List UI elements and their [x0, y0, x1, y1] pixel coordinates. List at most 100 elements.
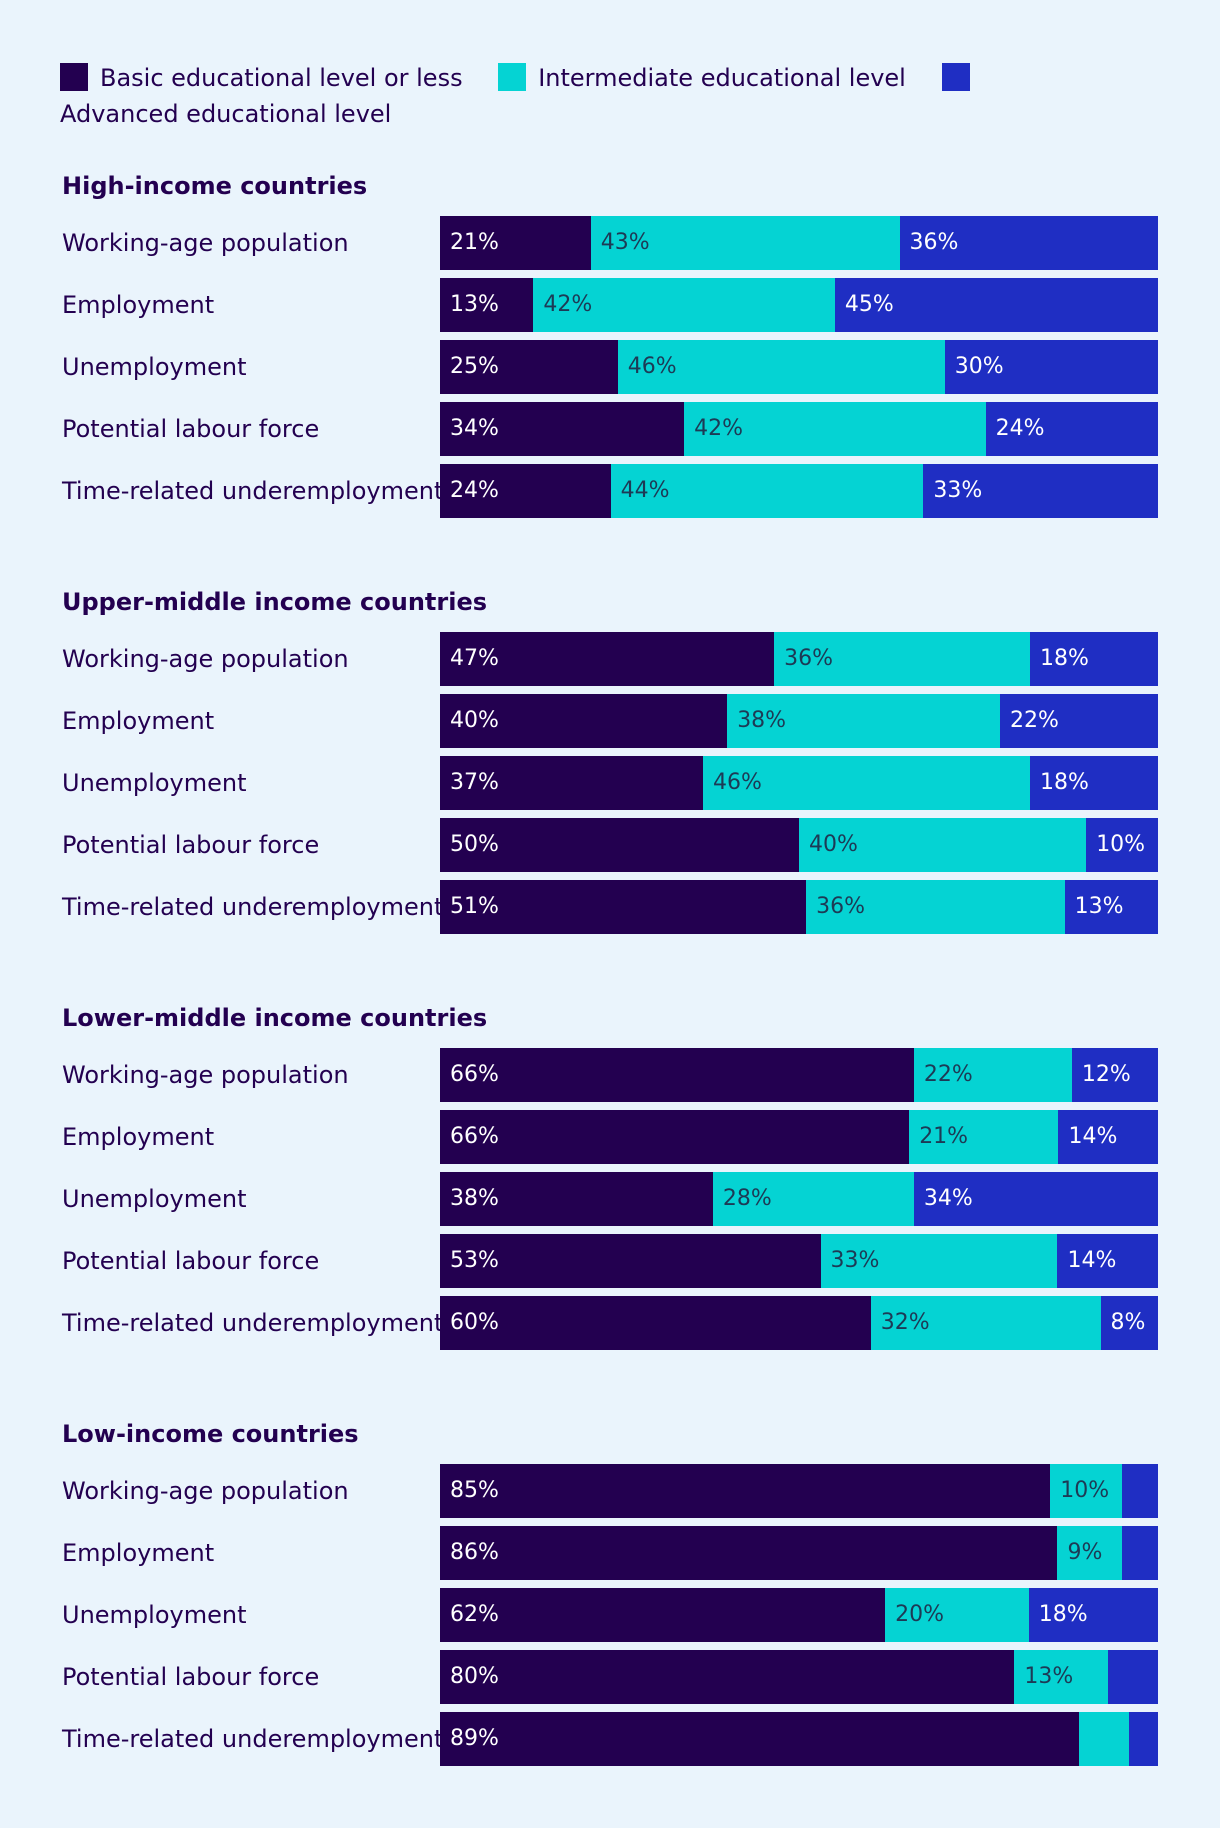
- row-label: Time-related underemployment: [62, 893, 444, 921]
- bar-segment-basic: 38%: [440, 1172, 713, 1226]
- data-label: 14%: [1067, 1248, 1117, 1273]
- bar-row: Employment 86% 9%: [0, 1526, 1220, 1580]
- data-label: 38%: [737, 708, 787, 733]
- row-label: Unemployment: [62, 353, 247, 381]
- bar-segment-advanced: [1122, 1526, 1158, 1580]
- bar-row: Time-related underemployment 51% 36% 13%: [0, 880, 1220, 934]
- row-label: Potential labour force: [62, 1247, 320, 1275]
- data-label: 33%: [830, 1248, 880, 1273]
- stacked-bar: 38% 28% 34%: [440, 1172, 1158, 1226]
- bar-segment-advanced: 30%: [944, 340, 1158, 394]
- row-label: Time-related underemployment: [62, 1725, 444, 1753]
- data-label: 40%: [809, 832, 858, 857]
- bar-segment-basic: 86%: [440, 1526, 1058, 1580]
- data-label: 86%: [450, 1540, 499, 1565]
- data-label: 42%: [543, 292, 593, 317]
- row-label: Unemployment: [62, 769, 247, 797]
- bar-row: Working-age population 21% 43% 36%: [0, 216, 1220, 270]
- stacked-bar: 34% 42% 24%: [440, 402, 1158, 456]
- data-label: 22%: [923, 1062, 973, 1087]
- data-label: 46%: [627, 354, 677, 379]
- bar-segment-intermediate: 10%: [1050, 1464, 1123, 1518]
- data-label: 18%: [1040, 770, 1089, 795]
- bar-segment-intermediate: 33%: [820, 1234, 1058, 1288]
- legend-item-basic: Basic educational level or less: [60, 63, 463, 92]
- group-title: Lower-middle income countries: [62, 1004, 488, 1032]
- data-label: 21%: [919, 1124, 969, 1149]
- bar-segment-basic: 40%: [440, 694, 728, 748]
- group-title: High-income countries: [62, 172, 368, 200]
- data-label: 44%: [620, 478, 670, 503]
- bar-segment-advanced: 45%: [834, 278, 1158, 332]
- data-label: 34%: [450, 416, 499, 441]
- bar-row: Potential labour force 34% 42% 24%: [0, 402, 1220, 456]
- row-label: Unemployment: [62, 1601, 247, 1629]
- bar-segment-advanced: 18%: [1028, 1588, 1158, 1642]
- bar-segment-intermediate: 28%: [712, 1172, 914, 1226]
- bar-segment-basic: 47%: [440, 632, 775, 686]
- legend-label-intermediate: Intermediate educational level: [538, 64, 906, 92]
- bar-segment-basic: 60%: [440, 1296, 871, 1350]
- legend: Basic educational level or less Intermed…: [60, 60, 1060, 132]
- stacked-bar: 51% 36% 13%: [440, 880, 1158, 934]
- bar-segment-intermediate: 36%: [806, 880, 1065, 934]
- bar-segment-basic: 53%: [440, 1234, 821, 1288]
- stacked-bar: 80% 13%: [440, 1650, 1158, 1704]
- legend-swatch-advanced: [941, 63, 970, 91]
- row-label: Potential labour force: [62, 831, 320, 859]
- legend-item-advanced: Advanced educational level: [60, 63, 982, 128]
- row-label: Working-age population: [62, 1061, 349, 1089]
- data-label: 20%: [895, 1602, 945, 1627]
- stacked-bar: 66% 21% 14%: [440, 1110, 1158, 1164]
- bar-segment-intermediate: 46%: [617, 340, 945, 394]
- bar-segment-basic: 13%: [440, 278, 534, 332]
- legend-label-advanced: Advanced educational level: [60, 100, 392, 128]
- bar-segment-intermediate: 9%: [1057, 1526, 1123, 1580]
- bar-segment-basic: 24%: [440, 464, 611, 518]
- bar-row: Potential labour force 53% 33% 14%: [0, 1234, 1220, 1288]
- data-label: 42%: [694, 416, 744, 441]
- bar-row: Working-age population 66% 22% 12%: [0, 1048, 1220, 1102]
- data-label: 34%: [923, 1186, 973, 1211]
- data-label: 66%: [450, 1124, 499, 1149]
- data-label: 53%: [450, 1248, 499, 1273]
- data-label: 25%: [450, 354, 499, 379]
- data-label: 36%: [909, 230, 959, 255]
- row-label: Unemployment: [62, 1185, 247, 1213]
- data-label: 13%: [1074, 894, 1124, 919]
- bar-segment-intermediate: 42%: [684, 402, 986, 456]
- bar-row: Unemployment 38% 28% 34%: [0, 1172, 1220, 1226]
- data-label: 40%: [450, 708, 499, 733]
- data-label: 33%: [933, 478, 983, 503]
- data-label: 14%: [1068, 1124, 1118, 1149]
- data-label: 10%: [1060, 1478, 1110, 1503]
- stacked-bar: 24% 44% 33%: [440, 464, 1158, 518]
- bar-segment-advanced: 18%: [1030, 632, 1158, 686]
- bar-segment-intermediate: 13%: [1014, 1650, 1108, 1704]
- row-label: Potential labour force: [62, 1663, 320, 1691]
- bar-segment-advanced: 34%: [913, 1172, 1158, 1226]
- bar-row: Working-age population 85% 10%: [0, 1464, 1220, 1518]
- bar-row: Employment 13% 42% 45%: [0, 278, 1220, 332]
- data-label: 32%: [880, 1310, 930, 1335]
- bar-row: Time-related underemployment 60% 32% 8%: [0, 1296, 1220, 1350]
- data-label: 9%: [1067, 1540, 1103, 1565]
- group-title: Low-income countries: [62, 1420, 359, 1448]
- legend-item-intermediate: Intermediate educational level: [498, 63, 906, 92]
- bar-segment-advanced: 36%: [899, 216, 1158, 270]
- stacked-bar: 53% 33% 14%: [440, 1234, 1158, 1288]
- stacked-bar: 85% 10%: [440, 1464, 1158, 1518]
- bar-segment-advanced: 10%: [1086, 818, 1158, 872]
- bar-segment-advanced: 8%: [1100, 1296, 1158, 1350]
- bar-segment-basic: 50%: [440, 818, 799, 872]
- data-label: 13%: [1024, 1664, 1074, 1689]
- data-label: 12%: [1081, 1062, 1131, 1087]
- bar-segment-advanced: [1107, 1650, 1158, 1704]
- bar-segment-intermediate: 40%: [799, 818, 1087, 872]
- bar-segment-advanced: 13%: [1064, 880, 1158, 934]
- bar-row: Time-related underemployment 89%: [0, 1712, 1220, 1766]
- bar-row: Unemployment 62% 20% 18%: [0, 1588, 1220, 1642]
- bar-row: Time-related underemployment 24% 44% 33%: [0, 464, 1220, 518]
- bar-segment-intermediate: 43%: [590, 216, 900, 270]
- data-label: 8%: [1110, 1310, 1146, 1335]
